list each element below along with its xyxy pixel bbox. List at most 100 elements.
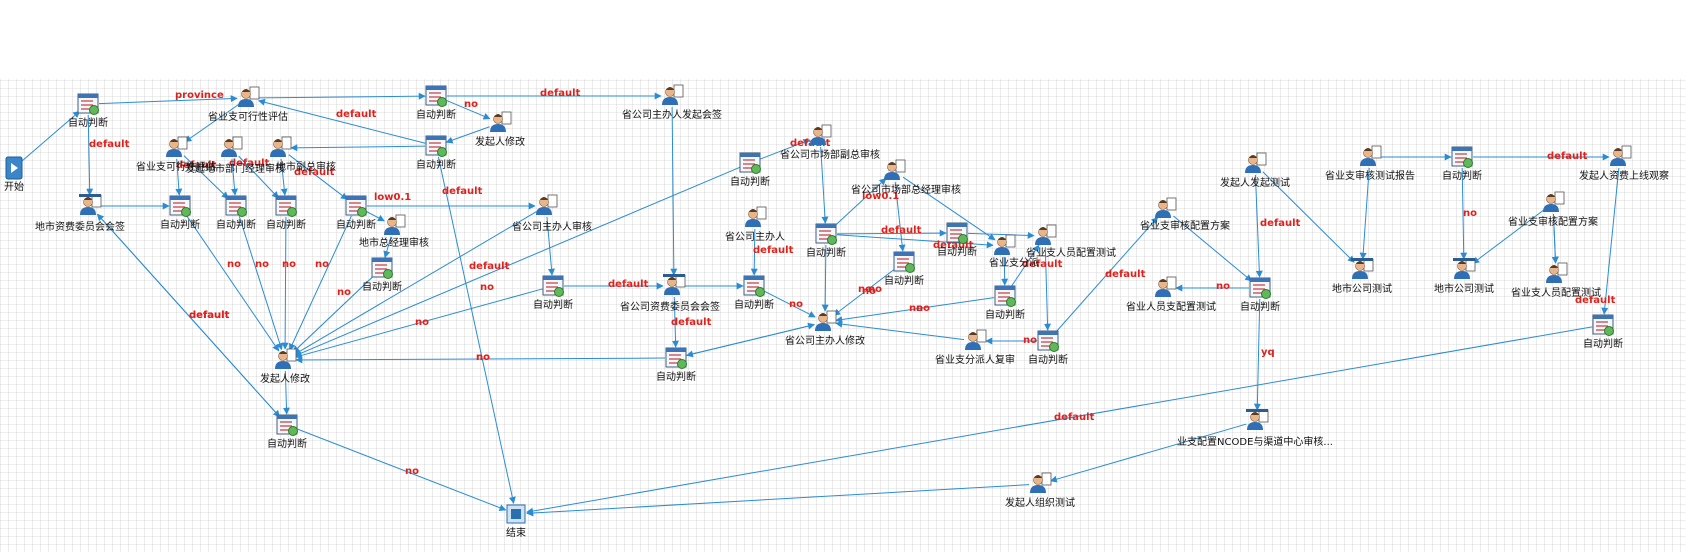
edge-n43-n42[interactable] xyxy=(1359,167,1370,260)
edge-n36-n39[interactable] xyxy=(1054,216,1159,334)
edge-n7-n11[interactable] xyxy=(175,158,183,196)
node-n23[interactable]: 自动判断 xyxy=(734,275,774,311)
node-n16[interactable]: 自动判断 xyxy=(362,257,402,293)
edge-n2-n3[interactable] xyxy=(258,92,426,100)
edge-n23-n32[interactable] xyxy=(763,290,816,318)
node-n18[interactable]: 发起人修改 xyxy=(260,348,310,385)
edge-n38-n42[interactable] xyxy=(1262,171,1355,263)
edge-n26-n32[interactable] xyxy=(821,244,829,312)
edge-n34-n32[interactable] xyxy=(835,297,995,323)
edge-n17-n19[interactable] xyxy=(546,216,555,276)
node-n36[interactable]: 自动判断 xyxy=(1028,330,1068,366)
node-n51[interactable]: 发起人组织测试 xyxy=(1005,472,1075,509)
edge-n22-n37[interactable] xyxy=(672,296,680,348)
edge-n24-n18[interactable] xyxy=(294,166,741,357)
node-n13[interactable]: 自动判断 xyxy=(266,195,306,231)
edge-n8-n13[interactable] xyxy=(238,155,279,199)
node-n6[interactable]: 省公司主办人发起会签 xyxy=(622,84,722,121)
node-n42[interactable]: 地市公司测试 xyxy=(1332,258,1392,295)
edge-n18-n21[interactable] xyxy=(282,370,290,415)
node-n8[interactable]: 发起地市部门经理审核 xyxy=(185,136,285,175)
edge-n37-n18[interactable] xyxy=(295,356,666,364)
edge-n12-n18[interactable] xyxy=(238,216,284,351)
node-n21[interactable]: 自动判断 xyxy=(267,414,307,450)
edge-n9-n14[interactable] xyxy=(288,154,348,200)
edge-n3-n4[interactable] xyxy=(445,99,491,120)
edge-n14-n15[interactable] xyxy=(365,210,385,222)
edge-n1-n2[interactable] xyxy=(98,95,238,105)
edge-n17-n18[interactable] xyxy=(293,211,537,355)
node-n22[interactable]: 省公司资费委员会会签 xyxy=(620,274,720,313)
edge-n28-n31[interactable] xyxy=(902,176,996,241)
node-n48[interactable]: 省业支人员配置测试 xyxy=(1511,262,1601,299)
edge-n5-n2[interactable] xyxy=(257,98,426,144)
edge-n47-n45[interactable] xyxy=(1472,209,1545,264)
node-n14[interactable]: 自动判断 xyxy=(336,195,376,231)
node-n12[interactable]: 自动判断 xyxy=(216,195,256,231)
node-n44[interactable]: 自动判断 xyxy=(1442,146,1482,182)
node-n5[interactable]: 自动判断 xyxy=(416,135,456,171)
edge-n5-n20[interactable] xyxy=(437,156,516,504)
node-n43[interactable]: 省业支审核测试报告 xyxy=(1325,145,1415,182)
edge-n15-n16[interactable] xyxy=(383,236,392,259)
edge-n11-n18[interactable] xyxy=(185,214,280,352)
edge-n51-n20[interactable] xyxy=(526,484,1030,517)
edge-n46-n49[interactable] xyxy=(1601,167,1620,315)
node-n7[interactable]: 省业支可行性评估 xyxy=(136,136,216,173)
node-n9[interactable]: 地市副总审核 xyxy=(270,136,336,173)
edge-n33-n36[interactable] xyxy=(1044,246,1052,331)
node-n41[interactable]: 自动判断 xyxy=(1240,277,1280,313)
node-n30[interactable]: 自动判断 xyxy=(937,222,977,258)
node-n28[interactable]: 省公司市场部总经理审核 xyxy=(851,159,961,196)
edge-n0-n1[interactable] xyxy=(21,110,81,162)
node-n2[interactable]: 省业支可行性评估 xyxy=(208,86,288,123)
node-n19[interactable]: 自动判断 xyxy=(533,275,573,311)
node-n39[interactable]: 省业支审核配置方案 xyxy=(1140,197,1230,232)
node-n46[interactable]: 发起人资费上线观察 xyxy=(1579,145,1669,182)
node-n38[interactable]: 发起人发起测试 xyxy=(1220,152,1290,189)
edge-n21-n20[interactable] xyxy=(297,428,507,511)
node-n4[interactable]: 发起人修改 xyxy=(475,111,525,148)
edge-n2-n7[interactable] xyxy=(184,103,240,143)
edge-n25-n23[interactable] xyxy=(750,228,758,276)
edge-n27-n26[interactable] xyxy=(820,146,829,224)
node-n17[interactable]: 省公司主办人审核 xyxy=(512,194,592,233)
edge-n26-n31[interactable] xyxy=(836,234,994,249)
edge-n50-n51[interactable] xyxy=(1049,423,1247,483)
node-n50[interactable]: 业支配置NCODE与渠道中心审核... xyxy=(1177,409,1333,448)
edge-n49-n20[interactable] xyxy=(526,326,1593,515)
node-n47[interactable]: 省业支审核配置方案 xyxy=(1508,191,1598,228)
node-n20[interactable]: 结束 xyxy=(506,504,526,539)
node-n0[interactable]: 开始 xyxy=(4,156,24,193)
edge-n26-n28[interactable] xyxy=(833,178,887,227)
edge-n47-n48[interactable] xyxy=(1551,213,1559,264)
node-n11[interactable]: 自动判断 xyxy=(160,195,200,231)
edge-n31-n34[interactable] xyxy=(1001,256,1009,286)
edge-n19-n18[interactable] xyxy=(294,288,543,359)
edge-n26-n30[interactable] xyxy=(836,229,947,237)
edge-n13-n18[interactable] xyxy=(281,216,289,350)
node-n40[interactable]: 省业人员支配置测试 xyxy=(1126,276,1216,313)
node-n34[interactable]: 自动判断 xyxy=(985,285,1025,321)
edge-n5-n9[interactable] xyxy=(290,144,426,152)
edge-n4-n5[interactable] xyxy=(445,126,490,144)
edge-n1-n10[interactable] xyxy=(86,114,94,196)
edge-n32-n37[interactable] xyxy=(686,324,815,358)
edge-n9-n13[interactable] xyxy=(280,158,288,196)
edge-n28-n29[interactable] xyxy=(894,181,906,252)
node-n27[interactable]: 省公司市场部副总审核 xyxy=(780,124,880,161)
node-n32[interactable]: 省公司主办人修改 xyxy=(785,310,865,347)
node-n49[interactable]: 自动判断 xyxy=(1583,314,1623,350)
edge-n30-n33[interactable] xyxy=(967,231,1035,239)
node-n33[interactable]: 省业支人员配置测试 xyxy=(1026,224,1116,259)
node-n15[interactable]: 地市总经理审核 xyxy=(359,214,429,249)
node-n24[interactable]: 自动判断 xyxy=(730,152,770,188)
edge-n24-n27[interactable] xyxy=(760,138,811,160)
node-n29[interactable]: 自动判断 xyxy=(884,251,924,287)
node-n37[interactable]: 自动判断 xyxy=(656,347,696,383)
node-n3[interactable]: 自动判断 xyxy=(416,85,456,121)
edge-n34-n33[interactable] xyxy=(1010,244,1040,288)
edge-n14-n18[interactable] xyxy=(289,215,352,351)
edge-n8-n12[interactable] xyxy=(231,158,239,196)
edge-n21-n10[interactable] xyxy=(96,213,281,418)
